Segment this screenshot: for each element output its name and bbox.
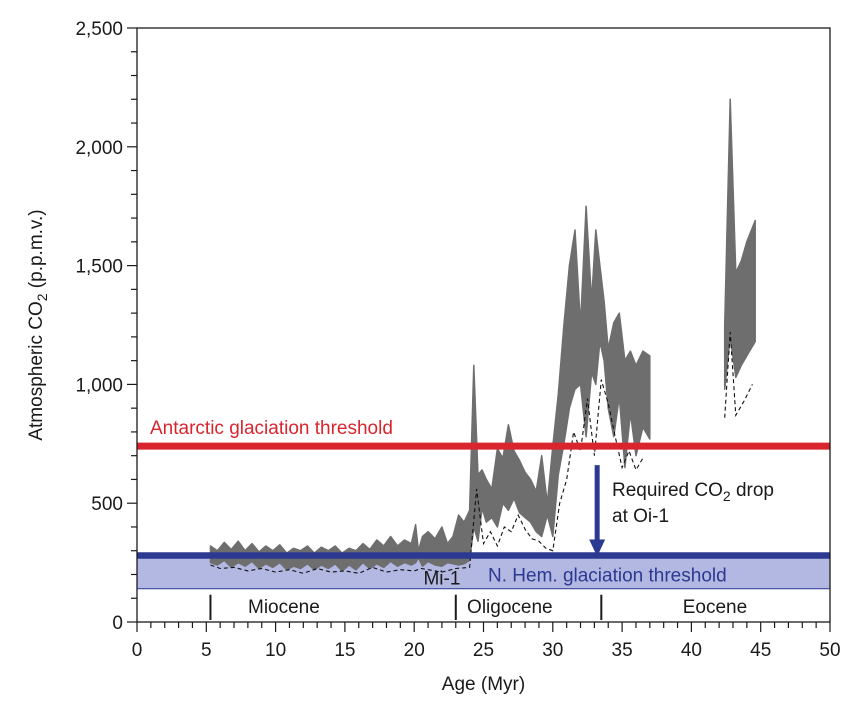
x-tick-label: 10 — [265, 640, 286, 661]
y-axis-title-units: (p.p.m.v.) — [26, 209, 47, 293]
x-tick-label: 5 — [201, 640, 212, 661]
co2-band-layer — [209, 98, 756, 572]
co2-dashed-lower-bound-1 — [210, 379, 644, 574]
co2-drop-label-main: Required CO — [612, 480, 723, 501]
x-tick-label: 0 — [132, 640, 143, 661]
x-axis-title: Age (Myr) — [442, 674, 525, 695]
co2-dashed-lower-bound-2 — [724, 332, 753, 418]
co2-drop-label-line1: Required CO2 drop — [612, 480, 774, 504]
co2-drop-label-rest: drop — [731, 480, 774, 501]
y-axis-title-main: Atmospheric CO — [26, 301, 47, 440]
x-tick-label: 25 — [473, 640, 494, 661]
threshold-layer — [137, 442, 830, 559]
epoch-layer: Miocene Oligocene Eocene — [137, 588, 830, 621]
co2-drop-label-subscript: 2 — [723, 488, 731, 504]
epoch-label-miocene: Miocene — [248, 597, 320, 618]
x-tick-label: 35 — [612, 640, 633, 661]
y-tick-label: 2,500 — [75, 19, 123, 40]
co2-drop-arrowhead — [589, 539, 606, 557]
epoch-strip-background — [138, 588, 829, 621]
co2-band-segment-2 — [723, 98, 756, 390]
y-tick-label: 2,000 — [75, 138, 123, 159]
y-axis-title: Atmospheric CO2 (p.p.m.v.) — [26, 209, 50, 440]
epoch-label-eocene: Eocene — [683, 597, 747, 618]
x-tick-label: 15 — [334, 640, 355, 661]
y-tick-label: 1,000 — [75, 375, 123, 396]
dashed-bound-layer — [210, 332, 753, 574]
x-tick-label: 40 — [681, 640, 702, 661]
y-tick-label: 0 — [112, 613, 123, 634]
antarctic-threshold-label: Antarctic glaciation threshold — [150, 418, 393, 439]
nhem-threshold-label: N. Hem. glaciation threshold — [488, 565, 727, 586]
x-tick-label: 50 — [819, 640, 840, 661]
x-tick-label: 30 — [542, 640, 563, 661]
x-tick-label: 20 — [404, 640, 425, 661]
y-tick-label: 1,500 — [75, 257, 123, 278]
tick-layer: 0 5 10 15 20 25 30 35 40 45 5005001,0001,5002,0002… — [75, 19, 840, 661]
annotation-layer: Antarctic glaciation threshold N. Hem. gl… — [146, 416, 774, 590]
mi1-event-label: Mi-1 — [423, 569, 460, 590]
x-tick-label: 45 — [750, 640, 771, 661]
co2-drop-label-line2: at Oi-1 — [612, 506, 669, 527]
y-axis-title-subscript: 2 — [34, 293, 50, 301]
epoch-label-oligocene: Oligocene — [467, 597, 553, 618]
y-tick-label: 500 — [91, 494, 123, 515]
antarctic-label-backdrop — [146, 416, 458, 439]
co2-band-segment-1 — [209, 205, 651, 572]
